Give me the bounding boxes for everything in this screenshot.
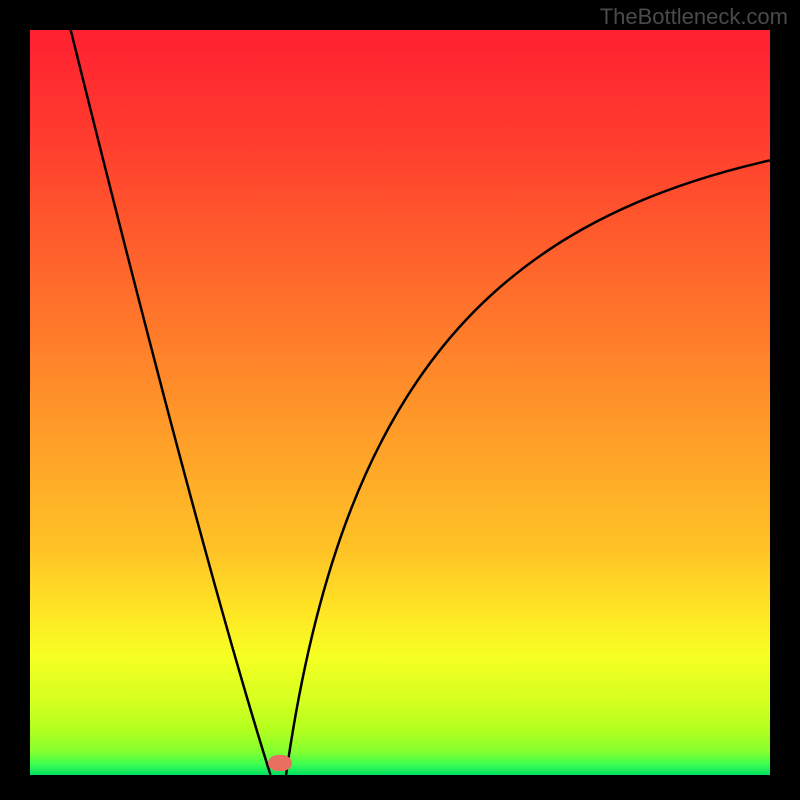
curve-left-branch	[71, 30, 271, 775]
curve-right-branch	[286, 160, 770, 775]
watermark-text: TheBottleneck.com	[600, 4, 788, 30]
minimum-marker	[268, 755, 292, 771]
plot-area	[30, 30, 770, 775]
curve-svg	[30, 30, 770, 775]
